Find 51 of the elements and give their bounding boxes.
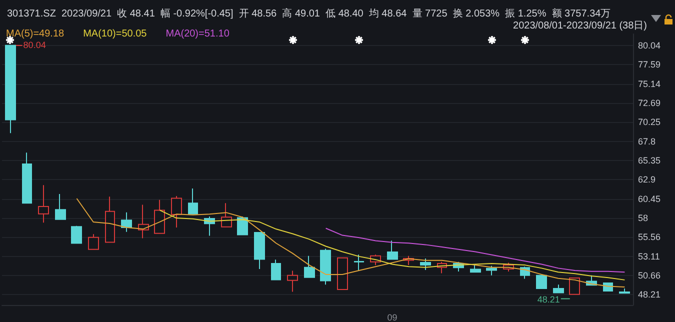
candlestick — [304, 255, 315, 278]
y-tick-label: 70.25 — [638, 117, 661, 128]
candlestick — [71, 225, 82, 244]
candlestick — [337, 257, 348, 290]
text: MA(10)=50.05 — [83, 28, 148, 40]
text: MA(20)=51.10 — [166, 28, 230, 40]
candlestick — [22, 152, 32, 204]
y-tick-label: 77.59 — [638, 60, 661, 70]
y-tick-label: 55.56 — [638, 232, 661, 242]
line-series — [76, 198, 626, 288]
y-tick-label: 50.66 — [638, 270, 661, 281]
candlestick — [619, 288, 630, 294]
y-tick-label: 80.04 — [638, 40, 661, 50]
candlestick — [188, 188, 198, 214]
candlestick — [221, 202, 232, 228]
candlestick — [254, 232, 265, 270]
chart-title: 301371.SZ 2023/09/21 收 48.41 幅 -0.92%[-0.45] 开 48.56 高 49.01 低 48.40 均 48.64 量 7725 换 2.053% 振 1.25% 额 3757.34万 — [7, 8, 611, 20]
candlestick — [553, 284, 564, 294]
candlestick — [121, 212, 132, 232]
candlestick — [38, 184, 49, 224]
candlestick — [536, 274, 547, 290]
candlestick — [55, 194, 66, 220]
line-series — [159, 210, 626, 280]
candlestick — [154, 199, 165, 234]
y-tick-label: 65.35 — [638, 155, 661, 166]
candlestick — [88, 234, 99, 250]
candlestick — [470, 264, 481, 273]
candlestick — [287, 270, 298, 292]
y-tick-label: 53.11 — [638, 251, 660, 262]
annotation: 80.04 — [23, 40, 46, 50]
y-tick-label: 75.14 — [638, 78, 661, 89]
candlestick — [420, 258, 431, 270]
y-tick-label: 48.21 — [638, 290, 661, 300]
text: MA(5)=49.18 — [6, 28, 65, 40]
y-tick-label: 72.69 — [638, 98, 661, 108]
y-tick-label: 58 — [638, 213, 648, 224]
y-tick-label: 67.8 — [638, 136, 656, 146]
candlestick — [237, 216, 248, 236]
candlestick — [271, 259, 281, 280]
text: 2023/08/01-2023/09/21 (38日) — [513, 20, 648, 32]
candlestick — [105, 196, 115, 243]
candlestick — [171, 195, 182, 228]
y-tick-label: 62.9 — [638, 174, 656, 185]
candlestick — [320, 248, 331, 286]
line-series — [325, 228, 626, 273]
y-tick-label: 60.45 — [638, 194, 661, 204]
candlestick — [387, 240, 398, 260]
candlestick — [354, 254, 364, 272]
annotation: 48.21 — [537, 294, 560, 305]
x-tick-label: 09 — [387, 312, 398, 322]
candlestick — [569, 278, 580, 296]
